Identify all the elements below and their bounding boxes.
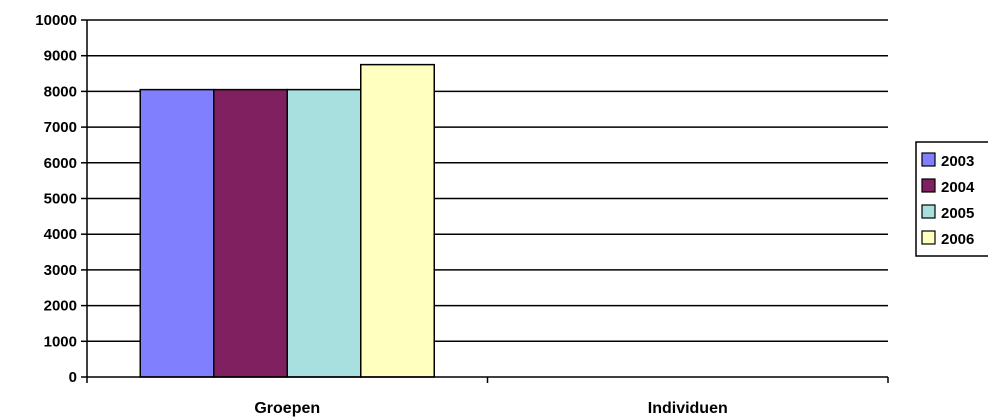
- y-tick-label: 5000: [44, 191, 77, 208]
- y-tick-label: 0: [69, 369, 77, 386]
- y-tick-label: 6000: [44, 155, 77, 172]
- y-tick-label: 10000: [35, 12, 77, 29]
- y-tick-label: 7000: [44, 119, 77, 136]
- x-category-label: Individuen: [648, 400, 728, 417]
- legend-label-2003: 2003: [941, 153, 974, 170]
- y-tick-label: 2000: [44, 298, 77, 315]
- bar-2005-groepen: [286, 88, 362, 378]
- legend-label-2006: 2006: [941, 231, 974, 248]
- legend-swatch-2005: [921, 204, 936, 219]
- bar-2006-groepen: [360, 63, 435, 378]
- y-tick-label: 9000: [44, 48, 77, 65]
- legend-swatch-2003: [921, 152, 936, 167]
- legend-swatch-2004: [921, 178, 936, 193]
- bar-2004-groepen: [213, 88, 288, 378]
- category-labels: Groepen Individuen: [254, 400, 727, 417]
- y-tick-label: 4000: [44, 226, 77, 243]
- legend-label-2005: 2005: [941, 205, 974, 222]
- legend-swatch-2006: [921, 230, 936, 245]
- y-tick-label: 3000: [44, 262, 77, 279]
- y-tick-label: 8000: [44, 83, 77, 100]
- bar-2003-groepen: [139, 88, 215, 378]
- y-axis-ticks: 0 1000 2000 3000 4000 5000 6000 7000 8000 9000 100…: [35, 12, 87, 386]
- legend-label-2004: 2004: [941, 179, 975, 196]
- legend: 2003 2004 2005 2006: [915, 141, 988, 257]
- y-tick-label: 1000: [44, 333, 77, 350]
- bars: [139, 63, 435, 378]
- x-category-label: Groepen: [254, 400, 320, 417]
